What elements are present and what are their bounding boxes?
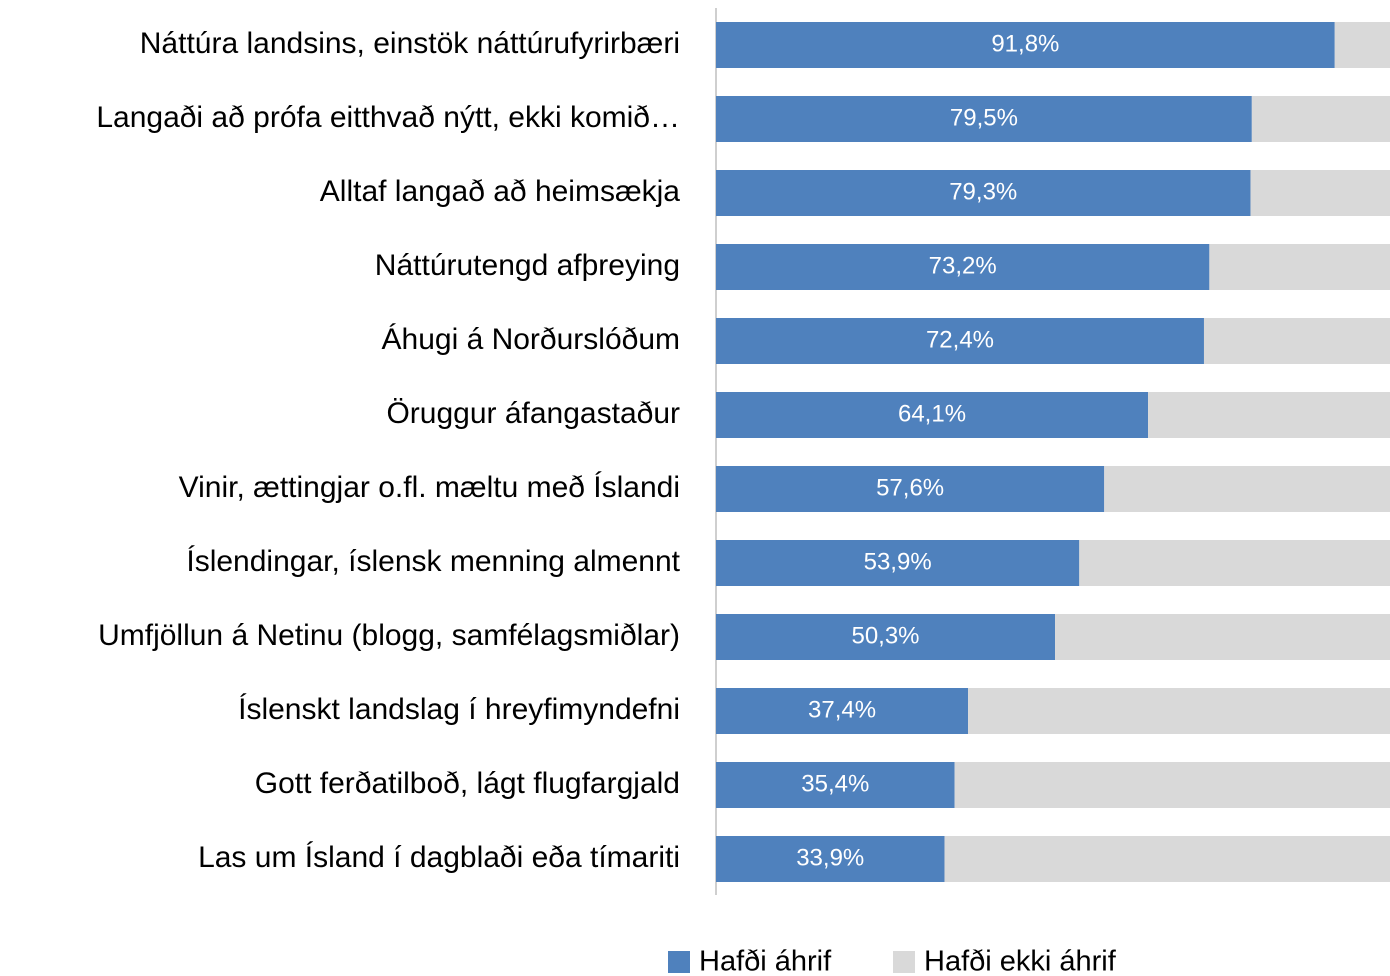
bar-segment bbox=[716, 392, 1149, 438]
bar-segment bbox=[1209, 244, 1390, 290]
bar-segment bbox=[1203, 318, 1390, 364]
bar-segment bbox=[716, 22, 1335, 68]
bar-segment bbox=[716, 762, 955, 808]
bar-segment bbox=[968, 688, 1390, 734]
data-label: 73,2% bbox=[929, 252, 997, 279]
bar-segment bbox=[1148, 392, 1390, 438]
data-label: 33,9% bbox=[796, 844, 864, 871]
category-label: Náttúra landsins, einstök náttúrufyrirbæ… bbox=[140, 27, 680, 60]
category-label: Áhugi á Norðurslóðum bbox=[382, 323, 681, 356]
legend-label: Hafði ekki áhrif bbox=[924, 946, 1117, 976]
bar-segment bbox=[716, 540, 1080, 586]
bar-segment bbox=[1334, 22, 1390, 68]
bar-segment bbox=[716, 466, 1105, 512]
bar-segment bbox=[1251, 96, 1390, 142]
data-label: 50,3% bbox=[851, 622, 919, 649]
legend-label: Hafði áhrif bbox=[699, 946, 832, 976]
bar-segment bbox=[1079, 540, 1390, 586]
category-label: Náttúrutengd afþreying bbox=[375, 249, 680, 282]
bar-segment bbox=[944, 836, 1390, 882]
data-label: 79,3% bbox=[949, 178, 1017, 205]
data-label: 91,8% bbox=[991, 30, 1059, 57]
category-label: Vinir, ættingjar o.fl. mæltu með Íslandi bbox=[179, 471, 680, 504]
data-label: 35,4% bbox=[801, 770, 869, 797]
legend-swatch bbox=[893, 951, 915, 973]
bar-segment bbox=[716, 96, 1252, 142]
category-label: Íslendingar, íslensk menning almennt bbox=[186, 545, 680, 578]
category-label: Las um Ísland í dagblaði eða tímariti bbox=[198, 841, 680, 874]
bar-segment bbox=[716, 244, 1210, 290]
category-label: Gott ferðatilboð, lágt flugfargjald bbox=[255, 767, 680, 800]
legend-swatch bbox=[668, 951, 690, 973]
data-label: 79,5% bbox=[950, 104, 1018, 131]
bar-segment bbox=[1104, 466, 1390, 512]
data-label: 64,1% bbox=[898, 400, 966, 427]
bar-segment bbox=[1055, 614, 1390, 660]
data-label: 57,6% bbox=[876, 474, 944, 501]
category-label: Íslenskt landslag í hreyfimyndefni bbox=[238, 693, 680, 726]
bar-segment bbox=[716, 318, 1204, 364]
category-label: Öruggur áfangastaður bbox=[386, 397, 680, 430]
category-label: Alltaf langað að heimsækja bbox=[320, 175, 681, 208]
bar-segment bbox=[716, 836, 945, 882]
category-label: Langaði að prófa eitthvað nýtt, ekki kom… bbox=[96, 101, 680, 134]
bar-segment bbox=[716, 170, 1251, 216]
data-label: 37,4% bbox=[808, 696, 876, 723]
bar-segment bbox=[1250, 170, 1390, 216]
bar-segment bbox=[954, 762, 1390, 808]
data-label: 72,4% bbox=[926, 326, 994, 353]
data-label: 53,9% bbox=[864, 548, 932, 575]
bar-segment bbox=[716, 614, 1056, 660]
bar-segment bbox=[716, 688, 969, 734]
category-label: Umfjöllun á Netinu (blogg, samfélagsmiðl… bbox=[98, 619, 680, 652]
